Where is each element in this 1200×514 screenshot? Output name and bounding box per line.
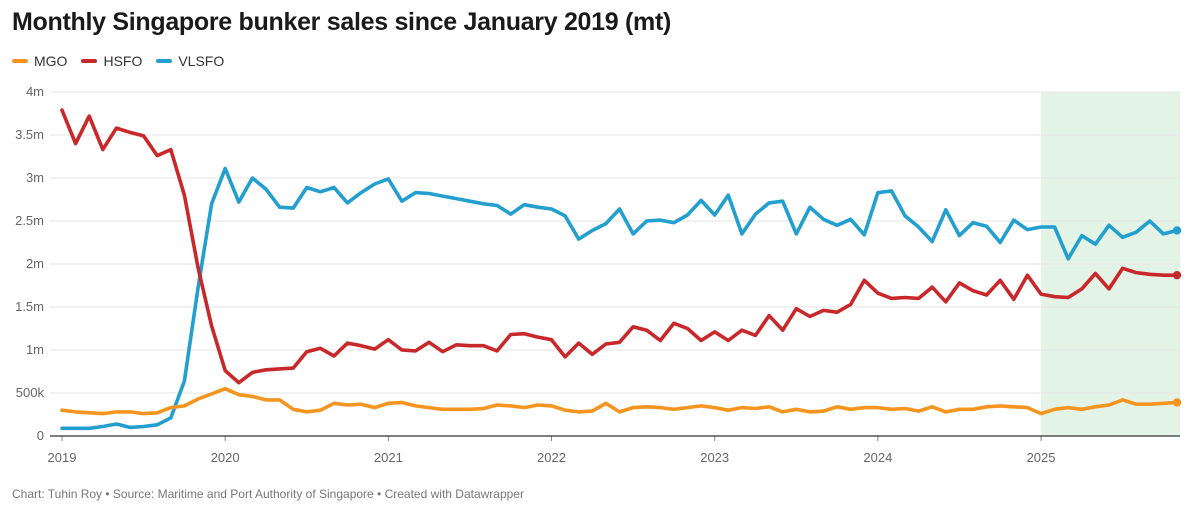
x-tick-label: 2021 xyxy=(374,450,403,465)
x-tick-label: 2020 xyxy=(211,450,240,465)
y-tick-label: 1m xyxy=(26,342,44,357)
x-tick-label: 2022 xyxy=(537,450,566,465)
x-tick-label: 2023 xyxy=(700,450,729,465)
legend-swatch-mgo xyxy=(12,59,28,63)
legend-swatch-hsfo xyxy=(81,59,98,63)
y-tick-label: 2.5m xyxy=(15,213,44,228)
x-tick-label: 2019 xyxy=(48,450,77,465)
y-tick-label: 500k xyxy=(16,385,45,400)
series-end-point-vlsfo xyxy=(1172,226,1182,235)
y-tick-label: 0 xyxy=(37,428,44,443)
chart-footer: Chart: Tuhin Roy • Source: Maritime and … xyxy=(12,487,524,501)
y-tick-label: 3.5m xyxy=(15,127,44,142)
legend-swatch-vlsfo xyxy=(156,59,173,63)
legend-label-hsfo: HSFO xyxy=(103,53,143,69)
legend-label-mgo: MGO xyxy=(34,53,68,69)
legend-label-vlsfo: VLSFO xyxy=(178,53,225,69)
y-tick-label: 4m xyxy=(26,84,44,99)
legend-item-mgo: MGO xyxy=(12,53,67,69)
legend-item-hsfo: HSFO xyxy=(81,53,142,69)
legend-item-vlsfo: VLSFO xyxy=(156,53,224,69)
x-tick-label: 2025 xyxy=(1027,450,1056,465)
series-line-vlsfo xyxy=(60,166,1179,431)
series-end-point-hsfo xyxy=(1172,270,1182,280)
y-tick-label: 2m xyxy=(26,256,44,271)
legend: MGO HSFO VLSFO xyxy=(12,53,224,69)
y-tick-label: 1.5m xyxy=(15,299,44,314)
series-line-hsfo xyxy=(60,108,1179,385)
x-tick-label: 2024 xyxy=(863,450,892,465)
series-end-point-mgo xyxy=(1172,398,1182,407)
y-tick-label: 3m xyxy=(26,170,44,185)
chart-title: Monthly Singapore bunker sales since Jan… xyxy=(12,8,672,36)
series-line-mgo xyxy=(60,386,1179,416)
